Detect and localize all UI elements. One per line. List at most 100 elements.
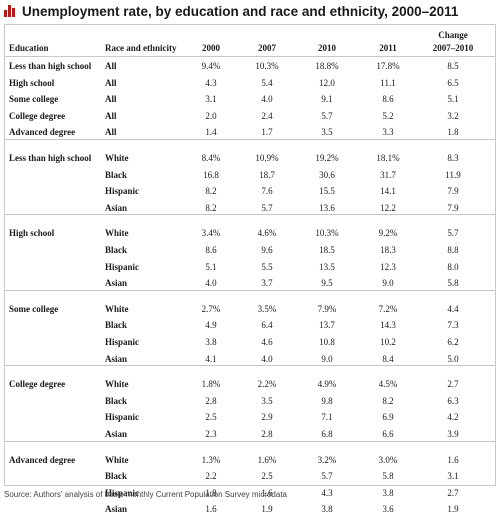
cell-2011: 18.1% (376, 153, 400, 163)
cell-2010: 13.5 (319, 261, 335, 272)
cell-2011: 3.6 (382, 504, 394, 515)
cell-2000: 4.1 (205, 353, 217, 364)
cell-2011: 4.5% (378, 379, 398, 390)
cell-change: 7.9 (447, 202, 459, 213)
cell-2010: 3.5 (321, 127, 333, 138)
cell-2000: 1.8% (201, 379, 221, 390)
cell-race: Hispanic (105, 261, 140, 272)
cell-2011: 17.8% (376, 61, 400, 71)
cell-2010: 13.7 (319, 320, 335, 331)
cell-2011: 8.6 (382, 94, 394, 105)
group-rule (5, 214, 495, 216)
cell-2007: 4.6% (257, 228, 277, 239)
cell-change: 7.3 (447, 320, 459, 331)
cell-2007: 3.7 (261, 278, 273, 289)
cell-change: 4.4 (447, 303, 459, 314)
cell-2000: 3.1 (205, 94, 217, 105)
cell-2010: 9.5 (321, 278, 333, 289)
cell-race: All (105, 61, 117, 71)
cell-change: 1.8 (447, 127, 459, 138)
cell-2011: 6.6 (382, 429, 394, 439)
cell-2007: 10.3% (255, 61, 279, 71)
cell-2011: 9.2% (378, 228, 398, 239)
cell-2011: 14.3 (380, 320, 396, 331)
table-frame: Education Race and ethnicity 2000 2007 2… (4, 24, 496, 514)
cell-2000: 1.4 (205, 127, 217, 138)
cell-2000: 8.2 (205, 202, 217, 213)
header-change-top: Change (438, 30, 468, 40)
cell-2000: 2.3 (205, 429, 217, 439)
cell-2011: 11.1 (380, 77, 396, 88)
cell-change: 8.5 (447, 61, 459, 71)
cell-race: White (105, 228, 129, 239)
cell-2011: 3.3 (382, 127, 394, 138)
cell-2010: 30.6 (319, 169, 335, 180)
header-2007: 2007 (258, 43, 276, 53)
cell-2000: 4.3 (205, 77, 217, 88)
cell-education: College degree (9, 379, 66, 390)
cell-2007: 1.6 (261, 487, 273, 498)
cell-2010: 3.2% (317, 454, 337, 465)
cell-2007: 1.9 (261, 504, 273, 515)
cell-2007: 5.7 (261, 202, 273, 213)
header-change-bottom: 2007–2010 (432, 43, 474, 53)
chart-header: Unemployment rate, by education and race… (4, 2, 458, 20)
cell-2011: 8.4 (382, 353, 394, 364)
cell-2007: 5.4 (261, 77, 273, 88)
cell-2007: 5.5 (261, 261, 273, 272)
cell-2000: 1.8 (205, 487, 217, 498)
cell-2011: 5.2 (382, 110, 394, 121)
cell-race: Asian (105, 202, 128, 213)
cell-change: 1.9 (447, 504, 459, 515)
cell-2010: 4.9% (317, 379, 337, 390)
cell-2011: 12.2 (380, 202, 396, 213)
cell-2010: 7.9% (317, 303, 337, 314)
cell-race: Asian (105, 353, 128, 364)
header-2010: 2010 (318, 43, 336, 53)
chart-title: Unemployment rate, by education and race… (22, 3, 459, 19)
cell-2000: 4.9 (205, 320, 217, 331)
cell-change: 3.2 (447, 110, 459, 121)
cell-2000: 2.0 (205, 110, 217, 121)
cell-2010: 5.7 (321, 471, 333, 482)
cell-2000: 1.6 (205, 504, 217, 515)
group-rule (5, 365, 495, 367)
cell-change: 6.3 (447, 395, 459, 406)
cell-2010: 9.8 (321, 395, 333, 406)
header-2011: 2011 (379, 43, 397, 53)
cell-2010: 18.5 (319, 245, 335, 255)
cell-2011: 10.2 (380, 337, 396, 347)
cell-race: Asian (105, 429, 128, 439)
cell-race: Asian (105, 278, 128, 289)
cell-change: 6.5 (447, 77, 459, 88)
cell-2007: 2.9 (261, 412, 273, 423)
cell-education: College degree (9, 110, 66, 121)
cell-2010: 15.5 (319, 186, 335, 197)
cell-race: Black (105, 169, 128, 180)
cell-change: 2.7 (447, 487, 459, 498)
cell-2007: 2.5 (261, 471, 273, 482)
cell-2000: 3.4% (201, 228, 221, 239)
cell-race: All (105, 77, 117, 88)
cell-2010: 10.3% (315, 228, 339, 239)
cell-2000: 5.1 (205, 261, 217, 272)
cell-change: 1.6 (447, 454, 459, 465)
cell-change: 11.9 (445, 169, 461, 180)
cell-change: 5.7 (447, 228, 459, 239)
cell-2000: 8.4% (201, 153, 221, 163)
cell-2007: 6.4 (261, 320, 273, 331)
cell-2007: 4.0 (261, 94, 273, 105)
cell-2010: 4.3 (321, 487, 333, 498)
cell-education: High school (9, 228, 55, 239)
header-race: Race and ethnicity (105, 43, 177, 53)
bar-chart-icon (4, 5, 16, 17)
cell-2010: 7.1 (321, 412, 333, 423)
cell-2011: 8.2 (382, 395, 394, 406)
cell-education: Some college (9, 303, 59, 314)
cell-2000: 8.6 (205, 245, 217, 255)
cell-education: Less than high school (9, 153, 92, 163)
cell-change: 5.0 (447, 353, 459, 364)
cell-2000: 9.4% (201, 61, 221, 71)
cell-2010: 19.2% (315, 153, 339, 163)
cell-2000: 2.8 (205, 395, 217, 406)
